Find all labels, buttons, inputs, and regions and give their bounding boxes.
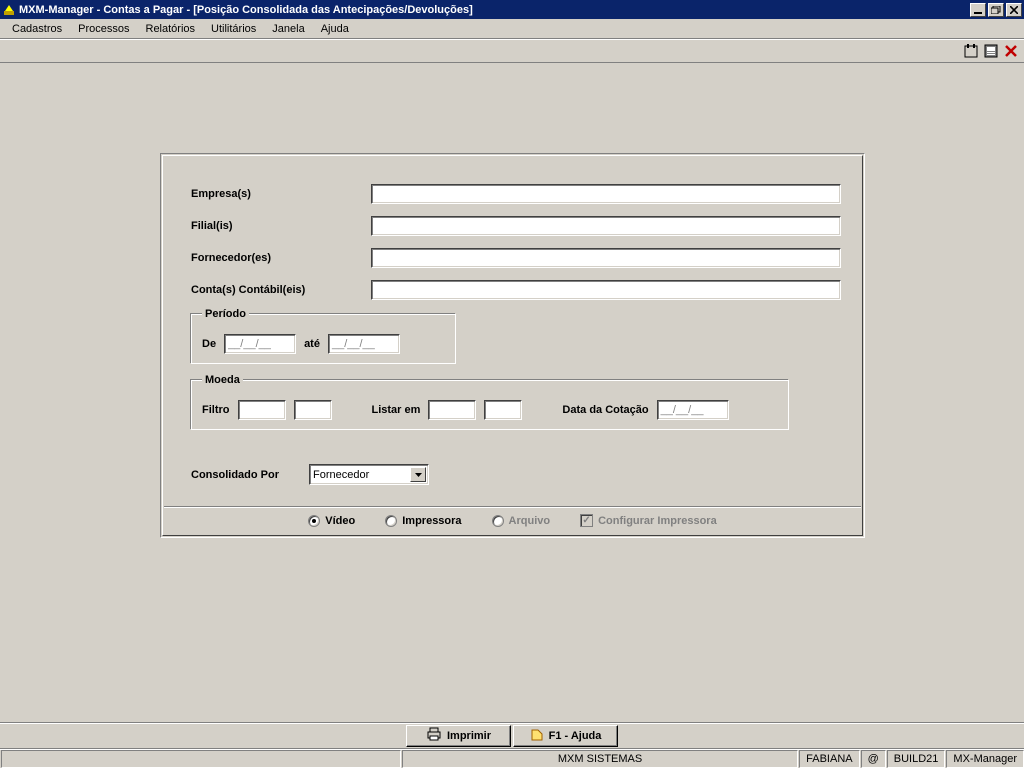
status-at: @	[861, 750, 886, 768]
restore-button[interactable]	[988, 3, 1004, 17]
periodo-ate-label: até	[304, 338, 320, 350]
menu-janela[interactable]: Janela	[264, 21, 312, 37]
menubar: Cadastros Processos Relatórios Utilitári…	[0, 19, 1024, 39]
fornecedor-input[interactable]	[371, 248, 841, 268]
close-button[interactable]	[1006, 3, 1022, 17]
printer-icon	[426, 727, 442, 744]
checkbox-configurar: ✓ Configurar Impressora	[580, 514, 717, 527]
consolidado-value: Fornecedor	[313, 469, 369, 481]
radio-icon	[308, 515, 320, 527]
help-icon	[530, 727, 544, 744]
empresa-label: Empresa(s)	[191, 188, 371, 200]
moeda-legend: Moeda	[202, 374, 243, 386]
empresa-input[interactable]	[371, 184, 841, 204]
menu-processos[interactable]: Processos	[70, 21, 137, 37]
radio-icon	[385, 515, 397, 527]
content-area: Empresa(s) Filial(is) Fornecedor(es) Con…	[0, 63, 1024, 722]
periodo-ate-input[interactable]: __/__/__	[328, 334, 400, 354]
radio-icon	[492, 515, 504, 527]
output-bar: Vídeo Impressora Arquivo ✓ Configurar Im…	[164, 506, 861, 534]
filial-label: Filial(is)	[191, 220, 371, 232]
periodo-de-input[interactable]: __/__/__	[224, 334, 296, 354]
checkbox-icon: ✓	[580, 514, 593, 527]
periodo-group: Período De __/__/__ até __/__/__	[191, 308, 456, 364]
consolidado-select[interactable]: Fornecedor	[309, 464, 429, 485]
menu-utilitarios[interactable]: Utilitários	[203, 21, 264, 37]
titlebar: MXM-Manager - Contas a Pagar - [Posição …	[0, 0, 1024, 19]
radio-video[interactable]: Vídeo	[308, 515, 355, 527]
conta-label: Conta(s) Contábil(eis)	[191, 284, 371, 296]
toolbar-icon-1[interactable]	[962, 42, 980, 60]
toolbar	[0, 39, 1024, 63]
moeda-group: Moeda Filtro Listar em Data da Cotação _…	[191, 374, 789, 430]
listar-label: Listar em	[372, 404, 421, 416]
window-title: MXM-Manager - Contas a Pagar - [Posição …	[19, 4, 970, 16]
filtro-input-1[interactable]	[238, 400, 286, 420]
app-icon	[2, 3, 16, 17]
menu-ajuda[interactable]: Ajuda	[313, 21, 357, 37]
filtro-input-2[interactable]	[294, 400, 332, 420]
radio-impressora[interactable]: Impressora	[385, 515, 461, 527]
data-cotacao-label: Data da Cotação	[562, 404, 648, 416]
periodo-de-label: De	[202, 338, 216, 350]
status-left	[1, 750, 401, 768]
listar-input-2[interactable]	[484, 400, 522, 420]
data-cotacao-input[interactable]: __/__/__	[657, 400, 729, 420]
statusbar: MXM SISTEMAS FABIANA @ BUILD21 MX-Manage…	[0, 748, 1024, 768]
radio-arquivo: Arquivo	[492, 515, 551, 527]
status-app: MX-Manager	[946, 750, 1024, 768]
status-build: BUILD21	[887, 750, 946, 768]
toolbar-icon-2[interactable]	[982, 42, 1000, 60]
conta-input[interactable]	[371, 280, 841, 300]
menu-cadastros[interactable]: Cadastros	[4, 21, 70, 37]
consolidado-label: Consolidado Por	[191, 469, 309, 481]
ajuda-button[interactable]: F1 - Ajuda	[513, 725, 618, 747]
minimize-button[interactable]	[970, 3, 986, 17]
toolbar-close-icon[interactable]	[1002, 42, 1020, 60]
filial-input[interactable]	[371, 216, 841, 236]
periodo-legend: Período	[202, 308, 249, 320]
button-bar: Imprimir F1 - Ajuda	[0, 722, 1024, 748]
filtro-label: Filtro	[202, 404, 230, 416]
chevron-down-icon	[410, 467, 426, 482]
status-sistema: MXM SISTEMAS	[402, 750, 798, 768]
form-panel: Empresa(s) Filial(is) Fornecedor(es) Con…	[160, 153, 865, 538]
imprimir-button[interactable]: Imprimir	[406, 725, 511, 747]
listar-input-1[interactable]	[428, 400, 476, 420]
status-user: FABIANA	[799, 750, 859, 768]
fornecedor-label: Fornecedor(es)	[191, 252, 371, 264]
window-buttons	[970, 3, 1022, 17]
menu-relatorios[interactable]: Relatórios	[138, 21, 204, 37]
